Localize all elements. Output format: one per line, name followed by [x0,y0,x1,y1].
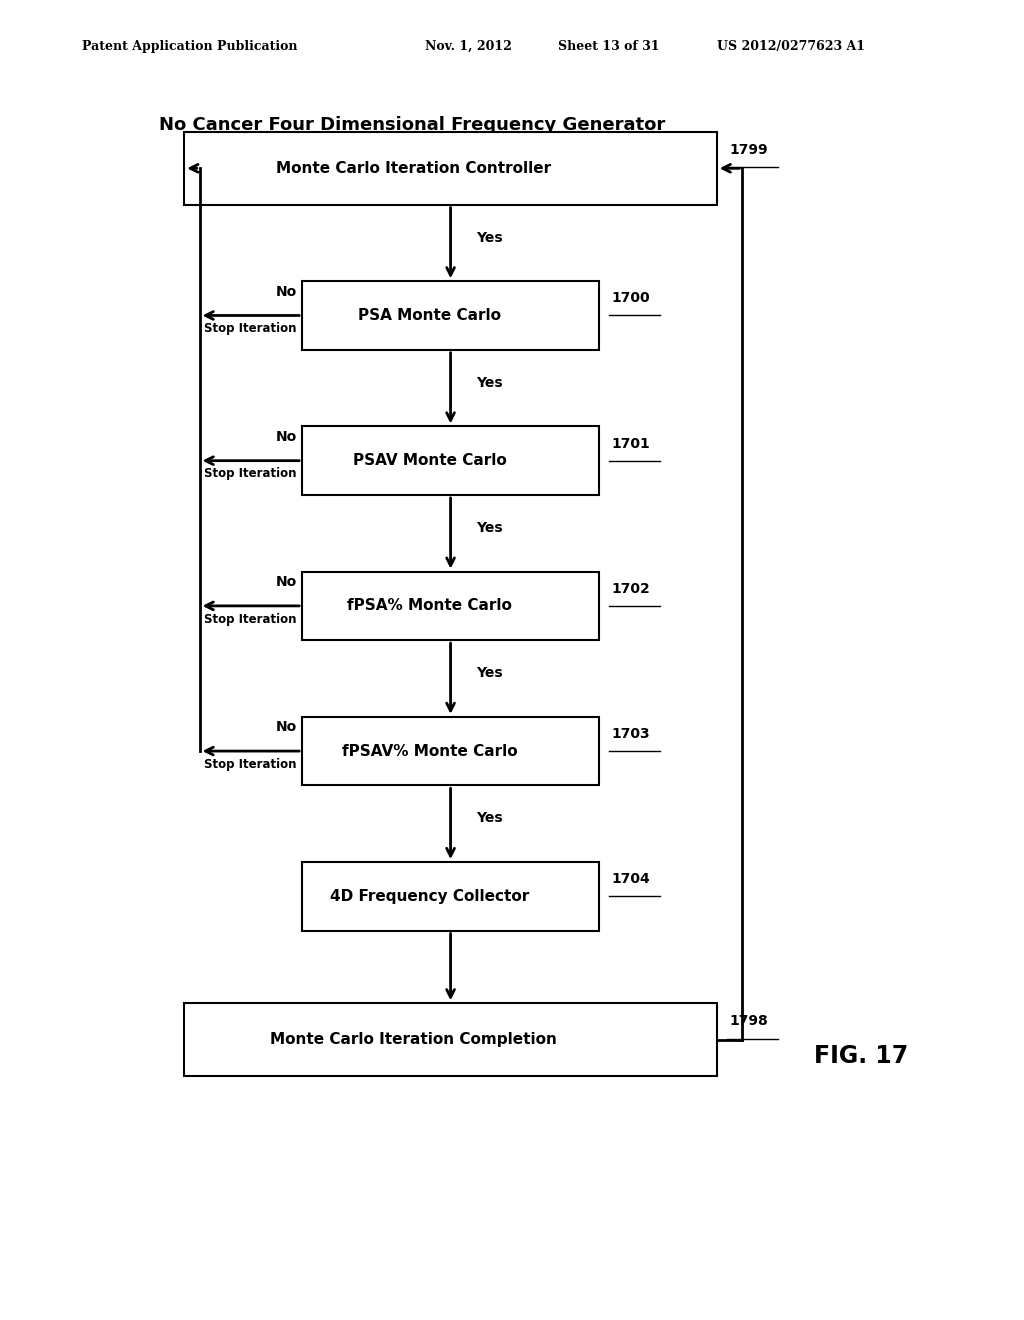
Text: Yes: Yes [476,231,503,244]
FancyBboxPatch shape [302,862,599,931]
Text: 1701: 1701 [611,437,650,450]
Text: Monte Carlo Iteration Completion: Monte Carlo Iteration Completion [270,1032,557,1047]
Text: 1703: 1703 [611,727,650,741]
Text: Sheet 13 of 31: Sheet 13 of 31 [558,40,659,53]
Text: Yes: Yes [476,376,503,389]
FancyBboxPatch shape [184,132,717,205]
FancyBboxPatch shape [302,572,599,640]
Text: 1798: 1798 [729,1014,768,1028]
Text: 4D Frequency Collector: 4D Frequency Collector [330,888,529,904]
Text: US 2012/0277623 A1: US 2012/0277623 A1 [717,40,865,53]
Text: No: No [275,285,297,298]
Text: fPSAV% Monte Carlo: fPSAV% Monte Carlo [342,743,517,759]
FancyBboxPatch shape [302,717,599,785]
Text: Yes: Yes [476,667,503,680]
Text: Stop Iteration: Stop Iteration [205,322,297,335]
Text: fPSA% Monte Carlo: fPSA% Monte Carlo [347,598,512,614]
Text: Stop Iteration: Stop Iteration [205,758,297,771]
Text: No: No [275,576,297,589]
Text: 1702: 1702 [611,582,650,595]
Text: Patent Application Publication: Patent Application Publication [82,40,297,53]
Text: 1700: 1700 [611,292,650,305]
Text: Stop Iteration: Stop Iteration [205,612,297,626]
Text: 1799: 1799 [729,143,768,157]
Text: No Cancer Four Dimensional Frequency Generator: No Cancer Four Dimensional Frequency Gen… [159,116,665,135]
Text: FIG. 17: FIG. 17 [814,1044,908,1068]
Text: Stop Iteration: Stop Iteration [205,467,297,480]
Text: Yes: Yes [476,812,503,825]
Text: PSAV Monte Carlo: PSAV Monte Carlo [353,453,507,469]
Text: Monte Carlo Iteration Controller: Monte Carlo Iteration Controller [275,161,551,176]
Text: Nov. 1, 2012: Nov. 1, 2012 [425,40,512,53]
FancyBboxPatch shape [184,1003,717,1076]
Text: No: No [275,430,297,444]
Text: PSA Monte Carlo: PSA Monte Carlo [358,308,502,323]
Text: No: No [275,721,297,734]
FancyBboxPatch shape [302,281,599,350]
Text: Yes: Yes [476,521,503,535]
FancyBboxPatch shape [302,426,599,495]
Text: 1704: 1704 [611,873,650,886]
